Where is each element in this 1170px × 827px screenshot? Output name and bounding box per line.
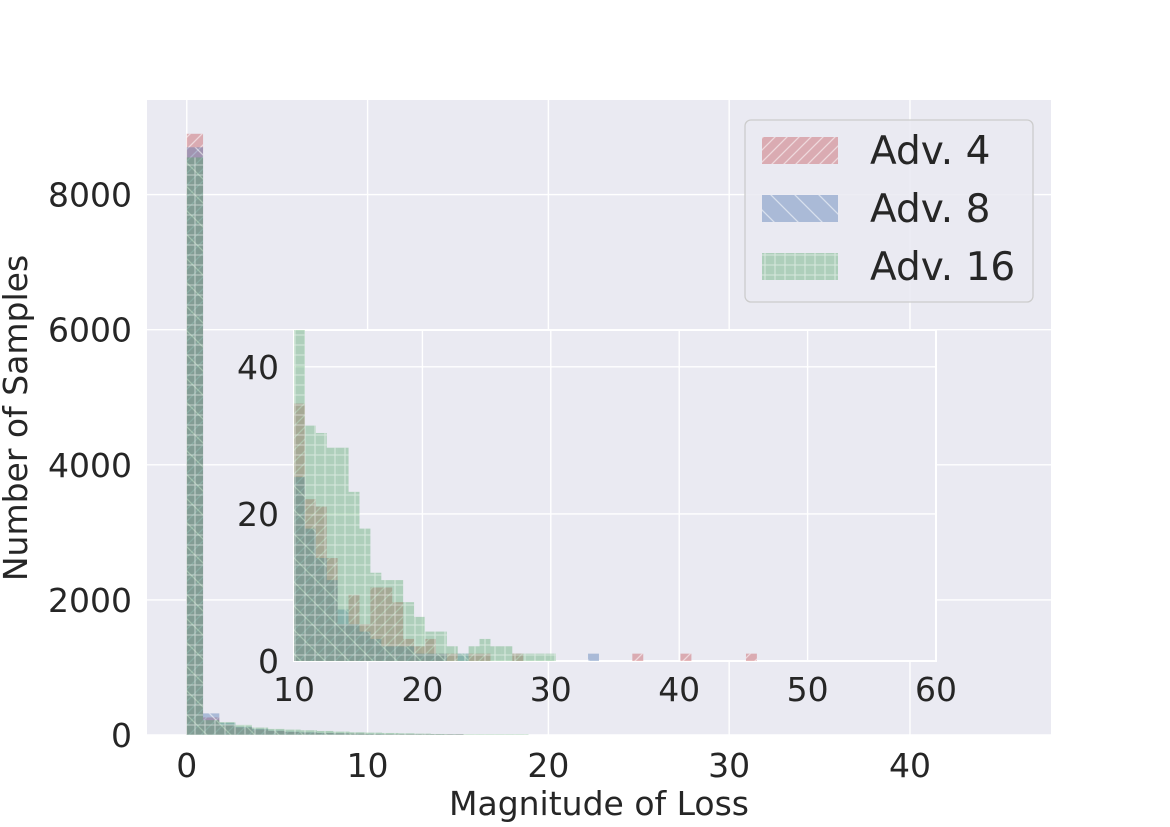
legend-label-adv-4: Adv. 4 [870,129,990,174]
inset-bar-hatch-adv-16 [315,432,327,661]
inset-bar-hatch-adv-16 [545,653,556,661]
main-bar-hatch-adv-16 [219,722,236,735]
legend-item-adv-16: Adv. 16 [762,245,1015,290]
legend-label-adv-8: Adv. 8 [870,187,990,232]
main-x-tick-label: 30 [708,746,750,785]
main-x-tick-label: 40 [889,746,931,785]
inset-x-tick-label: 30 [530,670,572,709]
main-y-tick-label: 6000 [48,311,132,350]
inset-bar-hatch-adv-16 [359,528,371,661]
inset-bars [294,330,757,661]
legend-item-adv-8: Adv. 8 [762,187,990,232]
inset-series-adv-16 [294,330,556,661]
main-bar-hatch-adv-16 [495,734,513,735]
inset-bar-hatch-adv-16 [523,653,535,661]
inset-bar-hatch-adv-16 [304,425,316,661]
inset-bar-hatch-adv-16 [534,653,546,661]
inset-x-tick-label: 40 [658,670,700,709]
inset-bar-hatch-adv-16 [424,631,436,661]
inset-y-tick-labels: 0 20 40 [237,348,279,681]
main-bars [186,133,529,735]
main-bar-hatch-adv-16 [463,734,480,735]
inset-bar-hatch-adv-16 [370,572,382,661]
inset-bar-hatch-adv-16 [446,646,458,661]
inset-bar-hatch-adv-16 [294,330,305,661]
main-y-tick-label: 8000 [48,176,132,215]
inset-bar-hatch-adv-16 [457,653,469,661]
inset-bar-hatch-adv-16 [468,646,480,661]
main-bar-hatch-adv-16 [284,729,301,735]
x-axis-label: Magnitude of Loss [449,784,749,823]
legend-label-adv-16: Adv. 16 [870,245,1015,290]
inset-y-tick-label: 20 [237,495,279,534]
legend: Adv. 4 Adv. 8 Adv. 16 [744,119,1034,303]
inset-bar-hatch-adv-4 [745,653,757,661]
inset-x-tick-label: 20 [401,670,443,709]
main-y-tick-label: 4000 [48,446,132,485]
main-bar-hatch-adv-16 [398,733,415,735]
main-bar-hatch-adv-16 [268,728,285,735]
legend-swatch-adv-4-hatch [762,137,838,164]
main-bar-hatch-adv-16 [430,733,448,735]
inset-bar-hatch-adv-16 [326,447,338,661]
main-bar-hatch-adv-16 [479,734,496,735]
main-y-tick-labels: 0 2000 4000 6000 8000 [48,176,132,755]
main-x-tick-label: 20 [527,746,569,785]
legend-swatch-adv-8-hatch [762,195,838,222]
inset-x-tick-label: 50 [787,670,829,709]
main-bar-hatch-adv-16 [414,733,431,735]
inset-bar-hatch-adv-16 [381,580,393,661]
inset-bar-hatch-adv-16 [403,602,415,661]
inset-y-tick-label: 0 [258,642,279,681]
inset-bar-hatch-adv-4 [680,653,692,661]
inset-x-tick-labels: 10 20 30 40 50 60 [273,670,957,709]
main-x-tick-label: 10 [347,746,389,785]
main-bar-hatch-adv-16 [512,734,529,735]
inset-bar-hatch-adv-16 [490,646,502,661]
main-bar-hatch-adv-16 [300,730,317,735]
inset-bar-hatch-adv-16 [337,447,349,661]
main-bar-hatch-adv-16 [365,732,383,735]
inset-plot: 10 20 30 40 50 60 0 20 40 [237,329,957,709]
main-bar-hatch-adv-16 [235,724,252,735]
legend-swatch-adv-16-hatch [762,253,838,280]
main-bar-hatch-adv-16 [382,732,399,735]
main-x-tick-labels: 0 10 20 30 40 [176,746,931,785]
main-bar-hatch-adv-16 [447,734,464,735]
inset-bar-hatch-adv-16 [512,653,524,661]
main-y-tick-label: 0 [111,716,132,755]
main-bar-hatch-adv-16 [251,727,269,735]
y-axis-label: Number of Samples [0,255,35,581]
inset-bar-hatch-adv-16 [392,580,404,661]
inset-y-tick-label: 40 [237,348,279,387]
main-bar-hatch-adv-16 [203,720,220,735]
legend-item-adv-4: Adv. 4 [762,129,990,174]
inset-x-tick-label: 60 [915,670,957,709]
main-series-adv-16 [186,157,529,735]
main-x-tick-label: 0 [176,746,197,785]
inset-bar-hatch-adv-16 [479,638,491,661]
inset-x-tick-label: 10 [273,670,315,709]
inset-bar-hatch-adv-16 [501,646,513,661]
inset-bar-hatch-adv-16 [348,491,360,661]
main-bar-hatch-adv-16 [316,730,334,735]
main-bar-hatch-adv-16 [186,157,204,735]
inset-bar-hatch-adv-16 [414,616,425,661]
main-bar-hatch-adv-16 [349,732,366,735]
inset-bar-hatch-adv-8 [588,653,599,661]
inset-bar-hatch-adv-16 [435,631,447,661]
inset-bar-hatch-adv-4 [632,653,644,661]
main-y-tick-label: 2000 [48,581,132,620]
main-bar-hatch-adv-16 [333,731,350,735]
